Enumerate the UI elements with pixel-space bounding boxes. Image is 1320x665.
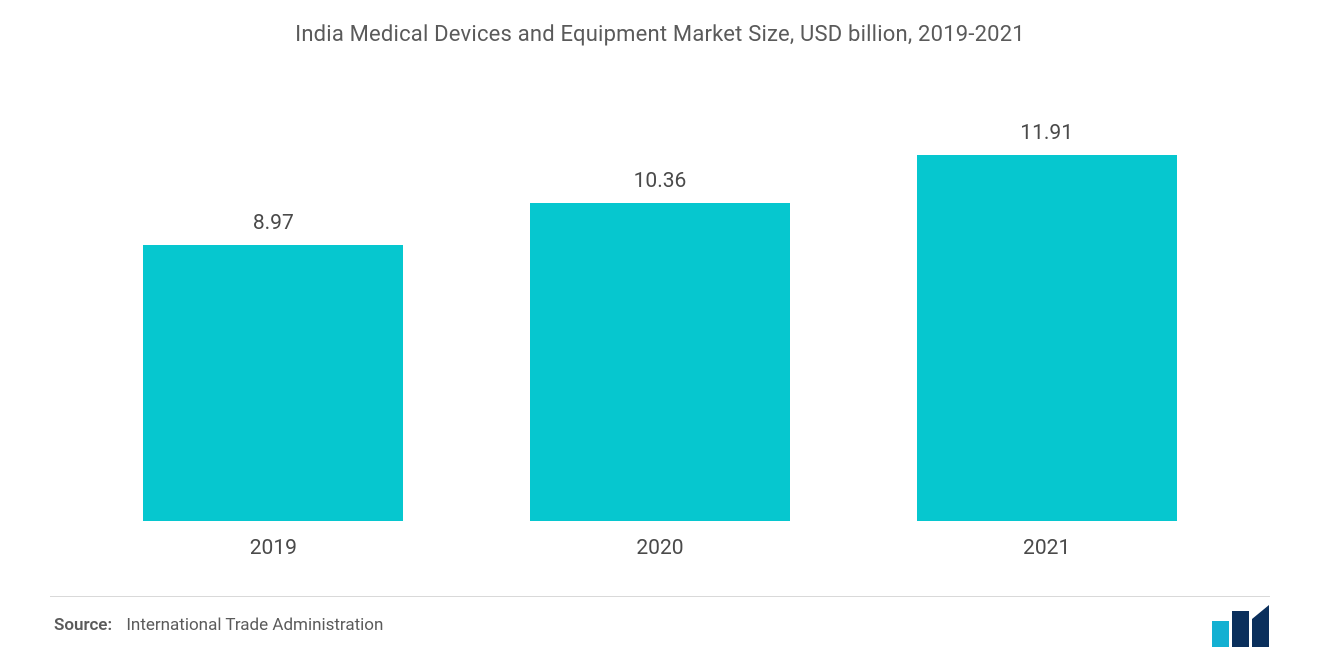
x-axis-labels: 2019 2020 2021 [50, 522, 1270, 560]
bar-value-label: 11.91 [1020, 121, 1073, 145]
logo-bar-3 [1252, 605, 1269, 647]
bar-value-label: 8.97 [253, 211, 294, 235]
bar-group-0: 8.97 [143, 211, 403, 521]
source-line: Source: International Trade Administrati… [54, 615, 383, 635]
chart-title: India Medical Devices and Equipment Mark… [50, 22, 1270, 47]
source-text: International Trade Administration [126, 615, 383, 635]
logo-bar-2 [1232, 611, 1249, 647]
plot-area: 8.97 10.36 11.91 [50, 122, 1270, 522]
x-label-0: 2019 [143, 536, 403, 560]
brand-logo-icon [1212, 605, 1272, 647]
footer-divider [50, 596, 1270, 597]
bar-group-1: 10.36 [530, 169, 790, 521]
bar-1 [530, 203, 790, 521]
bar-value-label: 10.36 [634, 169, 687, 193]
x-label-2: 2021 [917, 536, 1177, 560]
x-label-1: 2020 [530, 536, 790, 560]
bar-0 [143, 245, 403, 521]
chart-container: India Medical Devices and Equipment Mark… [0, 0, 1320, 665]
source-label: Source: [54, 615, 112, 635]
logo-bar-1 [1212, 621, 1229, 647]
bar-group-2: 11.91 [917, 121, 1177, 521]
bar-2 [917, 155, 1177, 521]
